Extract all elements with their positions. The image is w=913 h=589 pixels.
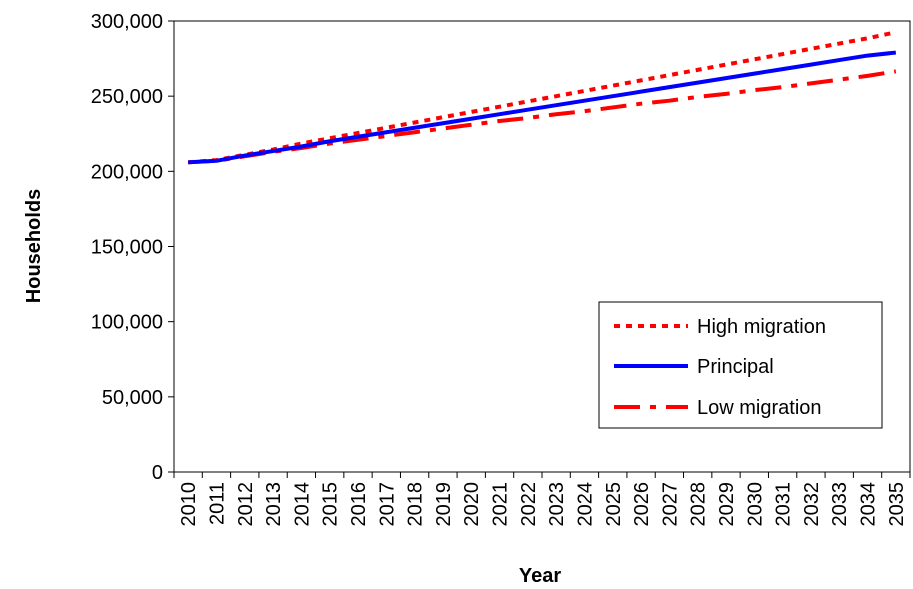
y-tick-label: 50,000: [102, 387, 163, 409]
x-tick-label: 2027: [659, 482, 681, 527]
series-line-principal: [188, 50, 897, 165]
x-tick-label: 2011: [206, 482, 228, 525]
series-layer: [187, 30, 897, 165]
x-tick-label: 2020: [461, 482, 483, 527]
x-tick-label: 2029: [716, 482, 738, 527]
x-tick-label: 2026: [631, 482, 653, 527]
x-tick-label: 2023: [546, 482, 568, 527]
series-line-high-migration: [187, 30, 897, 165]
legend-label-low-migration: Low migration: [697, 397, 822, 419]
legend: High migration Principal Low migration: [598, 301, 883, 429]
x-tick-label: 2025: [603, 482, 625, 527]
x-tick-label: 2016: [348, 482, 370, 527]
x-tick-label: 2024: [574, 482, 596, 527]
y-tick-label: 300,000: [91, 11, 163, 33]
x-tick-label: 2022: [518, 482, 540, 527]
y-tick-label: 250,000: [91, 86, 163, 108]
x-tick-label: 2031: [773, 482, 795, 527]
x-tick-label: 2033: [829, 482, 851, 527]
x-tick-label: 2018: [405, 482, 427, 527]
x-tick-label: 2015: [320, 482, 342, 527]
y-tick-label: 100,000: [91, 312, 163, 334]
x-tick-label: 2028: [688, 482, 710, 527]
x-tick-label: 2032: [801, 482, 823, 527]
x-tick-label: 2034: [858, 482, 880, 527]
y-tick-label: 200,000: [91, 161, 163, 183]
legend-label-high-migration: High migration: [697, 316, 826, 338]
y-axis: 0 50,000 100,000 150,000 200,000 250,000 300,0…: [91, 11, 174, 484]
x-tick-label: 2010: [178, 482, 200, 527]
x-tick-label: 2021: [490, 482, 512, 527]
x-tick-label: 2014: [291, 482, 313, 527]
x-axis: 2010 2011 2012 2013 2014 2015 2016 2017 2018 2019…: [173, 472, 911, 527]
y-tick-label: 0: [152, 462, 163, 484]
x-axis-title: Year: [519, 565, 561, 587]
x-tick-label: 2012: [235, 482, 257, 527]
x-tick-label: 2017: [376, 482, 398, 527]
x-tick-label: 2035: [886, 482, 908, 527]
x-tick-label: 2019: [433, 482, 455, 527]
x-tick-label: 2030: [744, 482, 766, 527]
legend-label-principal: Principal: [697, 356, 774, 378]
y-axis-title: Households: [23, 189, 45, 303]
y-tick-label: 150,000: [91, 237, 163, 259]
x-tick-label: 2013: [263, 482, 285, 527]
